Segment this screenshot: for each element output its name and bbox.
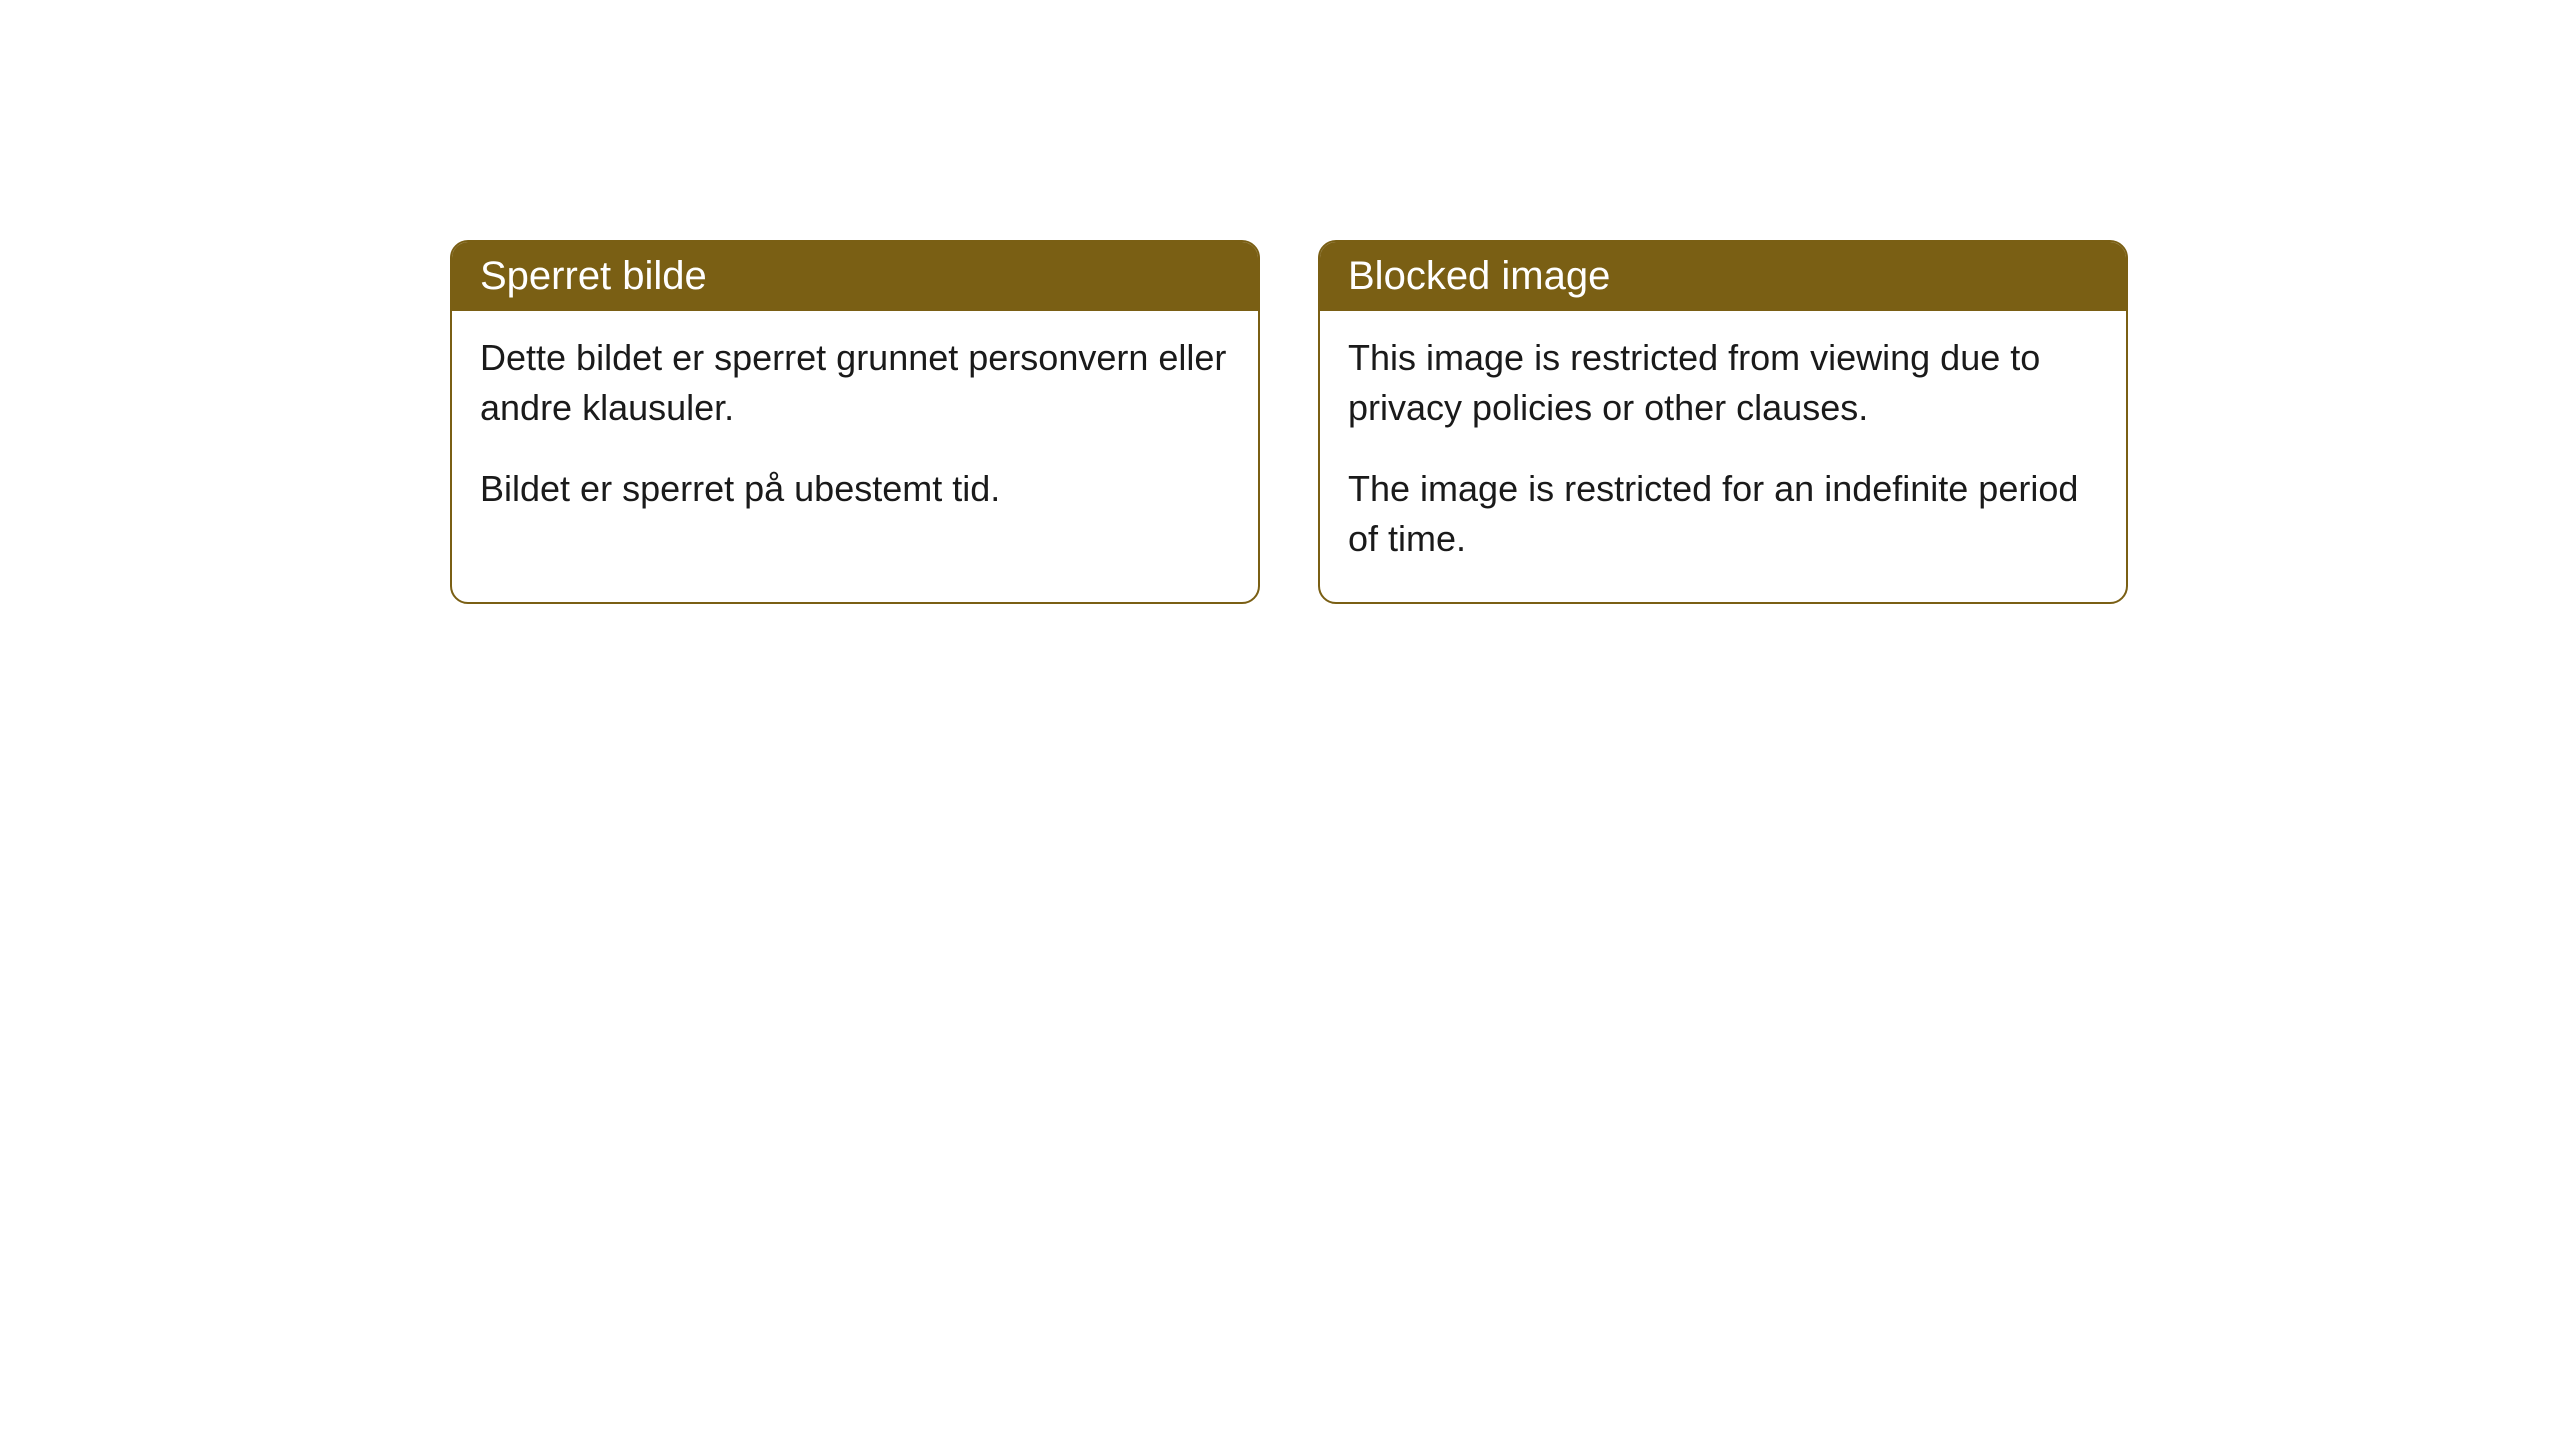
notice-paragraph-1: Dette bildet er sperret grunnet personve…	[480, 333, 1230, 432]
notice-paragraph-1: This image is restricted from viewing du…	[1348, 333, 2098, 432]
notice-container: Sperret bilde Dette bildet er sperret gr…	[0, 0, 2560, 604]
notice-header: Blocked image	[1320, 242, 2126, 311]
notice-card-english: Blocked image This image is restricted f…	[1318, 240, 2128, 604]
notice-title: Sperret bilde	[480, 254, 707, 298]
notice-card-norwegian: Sperret bilde Dette bildet er sperret gr…	[450, 240, 1260, 604]
notice-body: Dette bildet er sperret grunnet personve…	[452, 311, 1258, 552]
notice-header: Sperret bilde	[452, 242, 1258, 311]
notice-body: This image is restricted from viewing du…	[1320, 311, 2126, 602]
notice-paragraph-2: Bildet er sperret på ubestemt tid.	[480, 464, 1230, 514]
notice-title: Blocked image	[1348, 254, 1610, 298]
notice-paragraph-2: The image is restricted for an indefinit…	[1348, 464, 2098, 563]
